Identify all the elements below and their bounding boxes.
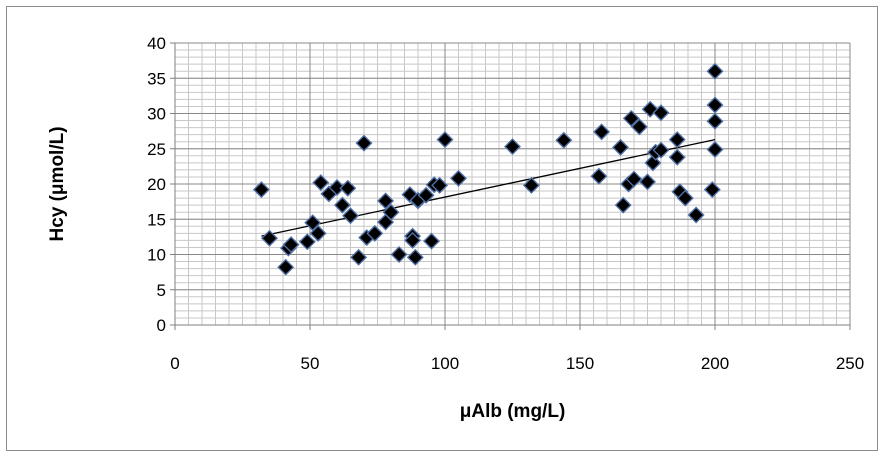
y-axis-title: Hcy (μmol/L) <box>47 126 68 241</box>
x-tick-label: 50 <box>301 354 320 373</box>
data-point <box>339 179 357 197</box>
data-point <box>404 231 422 249</box>
data-point <box>436 131 454 149</box>
chart-area: 0 50 100 150 200 250 0 5 10 15 20 25 30 35 40 μAlb (m… <box>6 6 878 451</box>
data-point <box>377 192 395 210</box>
data-point <box>450 169 467 187</box>
data-point <box>504 138 521 156</box>
x-tick-labels: 0 50 100 150 200 250 <box>170 354 864 373</box>
data-point <box>342 207 359 225</box>
data-point <box>706 96 724 114</box>
data-point <box>282 236 300 254</box>
data-point <box>417 186 435 204</box>
data-point <box>622 109 640 127</box>
data-point <box>639 173 656 191</box>
data-point <box>328 179 346 197</box>
y-tick-labels: 0 5 10 15 20 25 30 35 40 <box>147 34 166 335</box>
data-point <box>298 233 316 251</box>
trendline-group <box>261 138 716 237</box>
x-tick-label: 0 <box>170 354 179 373</box>
data-point <box>590 167 608 185</box>
y-tick-label: 25 <box>147 140 166 159</box>
data-point <box>625 170 643 188</box>
x-tick-label: 250 <box>836 354 864 373</box>
data-point <box>431 176 449 194</box>
data-points <box>252 62 724 276</box>
data-point <box>614 196 632 214</box>
y-tick-label: 30 <box>147 105 166 124</box>
x-tick-label: 150 <box>566 354 594 373</box>
y-tick-label: 40 <box>147 34 166 53</box>
data-point <box>309 224 327 242</box>
data-point <box>261 229 278 247</box>
x-tick-label: 200 <box>701 354 729 373</box>
y-tick-label: 20 <box>147 175 166 194</box>
data-point <box>593 123 611 141</box>
data-point <box>406 248 424 266</box>
data-point <box>312 174 330 192</box>
data-point <box>390 246 408 263</box>
scatter-plot: 0 50 100 150 200 250 0 5 10 15 20 25 30 35 40 μAlb (m… <box>47 34 864 422</box>
data-point <box>333 196 351 214</box>
data-point <box>706 62 724 80</box>
data-point <box>630 118 648 136</box>
y-tick-label: 35 <box>147 69 166 88</box>
axes <box>170 42 851 330</box>
data-point <box>652 141 670 159</box>
data-point <box>676 189 694 207</box>
data-point <box>612 138 629 156</box>
data-point <box>355 134 373 152</box>
data-point <box>382 203 400 221</box>
data-point <box>522 176 540 194</box>
y-tick-label: 10 <box>147 246 166 265</box>
data-point <box>668 148 686 166</box>
data-point <box>252 181 270 199</box>
data-point <box>706 112 724 130</box>
data-point <box>366 224 384 242</box>
y-tick-label: 5 <box>157 281 166 300</box>
data-point <box>706 140 724 158</box>
y-tick-label: 0 <box>157 316 166 335</box>
trendline <box>261 138 716 237</box>
data-point <box>423 232 440 250</box>
y-tick-label: 15 <box>147 210 166 229</box>
data-point <box>703 181 721 199</box>
x-axis-title: μAlb (mg/L) <box>460 401 566 422</box>
data-point <box>277 258 295 276</box>
data-point <box>687 206 705 224</box>
x-tick-label: 100 <box>431 354 459 373</box>
data-point <box>555 131 573 149</box>
data-point <box>350 248 368 266</box>
data-point <box>652 104 670 122</box>
data-point <box>668 131 686 149</box>
